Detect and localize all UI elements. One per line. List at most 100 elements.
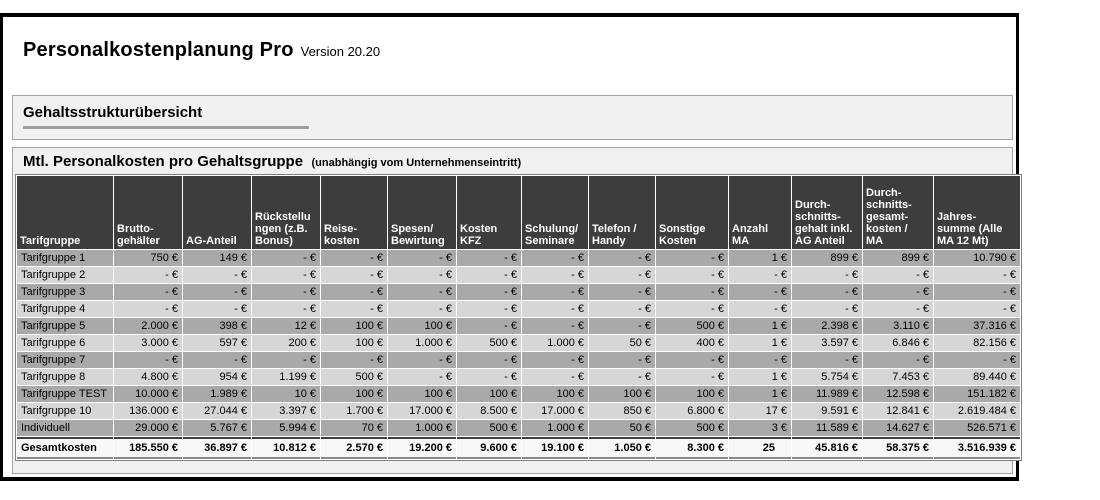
cell[interactable]: - € xyxy=(863,284,933,300)
cell[interactable]: - € xyxy=(934,267,1020,283)
cell[interactable]: 400 € xyxy=(656,335,728,351)
row-label[interactable]: Tarifgruppe 10 xyxy=(17,403,113,419)
cell[interactable]: - € xyxy=(457,301,521,317)
cell[interactable]: - € xyxy=(656,250,728,266)
cell[interactable]: 100 € xyxy=(321,318,387,334)
cell[interactable]: - € xyxy=(656,301,728,317)
cell[interactable]: - € xyxy=(388,267,456,283)
cell[interactable]: - € xyxy=(522,369,588,385)
column-header[interactable]: Anzahl MA xyxy=(729,176,791,249)
column-header[interactable]: Spesen/ Bewirtung xyxy=(388,176,456,249)
cell[interactable]: - € xyxy=(183,284,251,300)
column-header[interactable]: Tarifgruppe xyxy=(17,176,113,249)
cell[interactable]: 2.000 € xyxy=(114,318,182,334)
cell[interactable]: - € xyxy=(457,318,521,334)
column-header[interactable]: AG-Anteil xyxy=(183,176,251,249)
cell[interactable]: 12 € xyxy=(252,318,320,334)
cell[interactable]: 1.000 € xyxy=(522,335,588,351)
cell[interactable]: - € xyxy=(183,301,251,317)
cell[interactable]: 5.994 € xyxy=(252,420,320,436)
cell[interactable]: - € xyxy=(321,352,387,368)
row-label[interactable]: Gesamtkosten xyxy=(17,437,113,459)
cell[interactable]: 12.841 € xyxy=(863,403,933,419)
row-label[interactable]: Tarifgruppe 8 xyxy=(17,369,113,385)
cell[interactable]: 50 € xyxy=(589,420,655,436)
cell[interactable]: - € xyxy=(252,301,320,317)
cell[interactable]: 6.846 € xyxy=(863,335,933,351)
cell[interactable]: 89.440 € xyxy=(934,369,1020,385)
cell[interactable]: 29.000 € xyxy=(114,420,182,436)
cell[interactable]: 11.989 € xyxy=(792,386,862,402)
cell[interactable]: 100 € xyxy=(388,386,456,402)
cell[interactable]: - € xyxy=(934,352,1020,368)
column-header[interactable]: Schulung/ Seminare xyxy=(522,176,588,249)
cell[interactable]: - € xyxy=(321,250,387,266)
cell[interactable]: 3.597 € xyxy=(792,335,862,351)
cell[interactable]: 3 € xyxy=(729,420,791,436)
cell[interactable]: 17.000 € xyxy=(388,403,456,419)
cell[interactable]: - € xyxy=(183,267,251,283)
cell[interactable]: 27.044 € xyxy=(183,403,251,419)
row-label[interactable]: Tarifgruppe 3 xyxy=(17,284,113,300)
cell[interactable]: 750 € xyxy=(114,250,182,266)
cell[interactable]: 19.100 € xyxy=(522,437,588,459)
column-header[interactable]: Sonstige Kosten xyxy=(656,176,728,249)
cell[interactable]: - € xyxy=(656,369,728,385)
cell[interactable]: 8.500 € xyxy=(457,403,521,419)
cell[interactable]: - € xyxy=(114,267,182,283)
cell[interactable]: 19.200 € xyxy=(388,437,456,459)
cell[interactable]: 10 € xyxy=(252,386,320,402)
cell[interactable]: - € xyxy=(388,352,456,368)
column-header[interactable]: Durch- schnitts- gehalt inkl. AG Anteil xyxy=(792,176,862,249)
row-label[interactable]: Tarifgruppe 1 xyxy=(17,250,113,266)
cell[interactable]: 1 € xyxy=(729,250,791,266)
cell[interactable]: 3.000 € xyxy=(114,335,182,351)
cell[interactable]: 954 € xyxy=(183,369,251,385)
cell[interactable]: - € xyxy=(252,284,320,300)
cell[interactable]: 500 € xyxy=(457,335,521,351)
cell[interactable]: 3.397 € xyxy=(252,403,320,419)
row-label[interactable]: Tarifgruppe 6 xyxy=(17,335,113,351)
cell[interactable]: 500 € xyxy=(321,369,387,385)
cell[interactable]: 185.550 € xyxy=(114,437,182,459)
cell[interactable]: 500 € xyxy=(656,318,728,334)
cell[interactable]: - € xyxy=(729,267,791,283)
cell[interactable]: 1.700 € xyxy=(321,403,387,419)
cell[interactable]: 2.398 € xyxy=(792,318,862,334)
cell[interactable]: - € xyxy=(589,369,655,385)
cell[interactable]: - € xyxy=(252,267,320,283)
cell[interactable]: - € xyxy=(183,352,251,368)
cell[interactable]: - € xyxy=(457,369,521,385)
cell[interactable]: - € xyxy=(656,284,728,300)
cell[interactable]: 526.571 € xyxy=(934,420,1020,436)
cell[interactable]: - € xyxy=(792,352,862,368)
cell[interactable]: - € xyxy=(522,267,588,283)
cell[interactable]: - € xyxy=(589,318,655,334)
cell[interactable]: 1.000 € xyxy=(388,420,456,436)
cell[interactable]: - € xyxy=(589,284,655,300)
cell[interactable]: 9.600 € xyxy=(457,437,521,459)
cell[interactable]: 37.316 € xyxy=(934,318,1020,334)
cell[interactable]: 100 € xyxy=(522,386,588,402)
cell[interactable]: - € xyxy=(114,301,182,317)
cell[interactable]: 398 € xyxy=(183,318,251,334)
cell[interactable]: - € xyxy=(729,284,791,300)
cell[interactable]: - € xyxy=(321,267,387,283)
cell[interactable]: 100 € xyxy=(388,318,456,334)
cell[interactable]: 1.199 € xyxy=(252,369,320,385)
cell[interactable]: - € xyxy=(589,250,655,266)
cell[interactable]: 899 € xyxy=(792,250,862,266)
cell[interactable]: - € xyxy=(114,352,182,368)
cell[interactable]: 100 € xyxy=(589,386,655,402)
cell[interactable]: - € xyxy=(321,301,387,317)
cell[interactable]: 10.000 € xyxy=(114,386,182,402)
cell[interactable]: 151.182 € xyxy=(934,386,1020,402)
column-header[interactable]: Rückstellu ngen (z.B. Bonus) xyxy=(252,176,320,249)
row-label[interactable]: Individuell xyxy=(17,420,113,436)
cell[interactable]: - € xyxy=(114,284,182,300)
cell[interactable]: 1 € xyxy=(729,335,791,351)
row-label[interactable]: Tarifgruppe 7 xyxy=(17,352,113,368)
cell[interactable]: - € xyxy=(792,284,862,300)
cell[interactable]: - € xyxy=(589,301,655,317)
cell[interactable]: 6.800 € xyxy=(656,403,728,419)
